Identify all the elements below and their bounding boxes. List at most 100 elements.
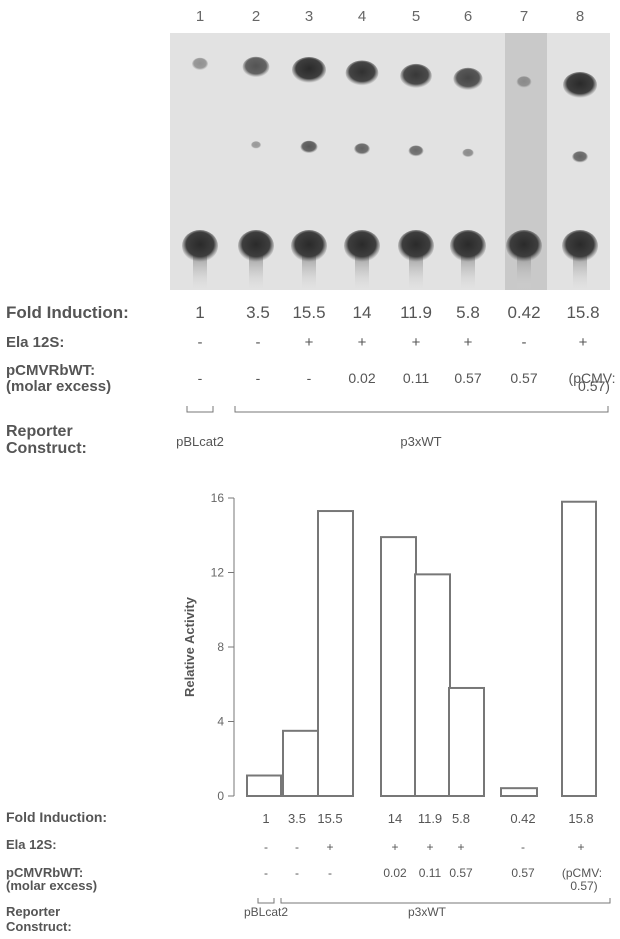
lower-pcmv-value: 0.57 xyxy=(511,866,535,880)
lower-pcmv-value: (pCMV: xyxy=(562,866,602,880)
tlc-spot-product-mid xyxy=(250,141,262,149)
lower-reporter-p3xwt: p3xWT xyxy=(408,905,447,919)
tlc-spot-product-top xyxy=(516,76,532,88)
upper-pcmv-value: - xyxy=(256,370,261,386)
y-tick-label: 0 xyxy=(217,789,224,803)
bars xyxy=(246,500,597,798)
lower-pcmv-extra: 0.57) xyxy=(570,879,597,893)
lower-pcmv-values: - - - 0.02 0.11 0.57 0.57 (pCMV: xyxy=(264,866,602,880)
tlc-spot-product-mid xyxy=(408,145,424,157)
lower-pcmv-value: - xyxy=(264,866,268,880)
upper-pcmv-extra: 0.57) xyxy=(578,378,610,394)
lower-fold-value: 0.42 xyxy=(510,811,535,826)
tlc-spot-product-top xyxy=(453,67,483,91)
bar-lane-4 xyxy=(380,536,417,797)
lower-ela-value: + xyxy=(457,840,464,854)
lower-fold-value: 3.5 xyxy=(288,811,306,826)
tlc-spot-origin xyxy=(506,230,542,262)
bar-lane-5 xyxy=(414,573,451,797)
bar-chart: 0 4 8 12 16 Relative Activity xyxy=(182,491,597,803)
lower-reporter-label-line2: Construct: xyxy=(6,919,72,934)
lower-ela-value: - xyxy=(264,840,268,854)
tlc-spot-product-top xyxy=(345,60,379,86)
upper-fold-value: 1 xyxy=(195,303,204,322)
upper-reporter-pblcat2: pBLcat2 xyxy=(176,434,224,449)
lower-pcmv-value: 0.57 xyxy=(449,866,473,880)
y-tick-label: 4 xyxy=(217,715,224,729)
tlc-spot-origin xyxy=(562,230,598,262)
tlc-spot-origin xyxy=(291,230,327,262)
y-tick-label: 8 xyxy=(217,640,224,654)
upper-ela-value: - xyxy=(522,334,527,351)
upper-ela-value: + xyxy=(464,334,473,351)
upper-fold-value: 0.42 xyxy=(507,303,540,322)
y-tick-label: 12 xyxy=(211,566,225,580)
upper-fold-value: 11.9 xyxy=(400,303,432,322)
upper-fold-value: 15.5 xyxy=(292,303,325,322)
upper-table: Fold Induction: Ela 12S: pCMVRbWT: (mola… xyxy=(6,303,615,457)
upper-pcmv-value: - xyxy=(307,370,312,386)
upper-ela-value: + xyxy=(579,334,588,351)
tlc-spot-product-top xyxy=(563,72,597,98)
upper-pcmv-value: 0.11 xyxy=(403,370,429,386)
lower-ela-value: - xyxy=(521,840,525,854)
tlc-spots xyxy=(182,56,598,290)
upper-pcmv-values: - - - 0.02 0.11 0.57 0.57 (pCMV: xyxy=(198,370,616,386)
upper-ela-value: + xyxy=(305,334,314,351)
lower-bracket-p3xwt xyxy=(280,898,611,904)
upper-ela-value: - xyxy=(198,334,203,351)
upper-fold-values: 1 3.5 15.5 14 11.9 5.8 0.42 15.8 xyxy=(195,303,599,322)
tlc-plate xyxy=(170,33,610,290)
tlc-spot-origin xyxy=(238,230,274,262)
upper-fold-value: 5.8 xyxy=(456,303,480,322)
reporter-label-line2: Construct: xyxy=(6,440,87,457)
y-tick-label: 16 xyxy=(211,491,225,505)
upper-ela-value: + xyxy=(412,334,421,351)
lower-fold-value: 15.8 xyxy=(568,811,593,826)
tlc-spot-product-top xyxy=(192,57,208,71)
lower-reporter-pblcat2: pBLcat2 xyxy=(244,905,288,919)
tlc-spot-origin xyxy=(344,230,380,262)
upper-bracket-p3xwt xyxy=(234,406,609,413)
lower-ela-value: - xyxy=(295,840,299,854)
tlc-spot-product-top xyxy=(400,63,432,89)
lane-number: 4 xyxy=(358,8,366,25)
upper-pcmv-value: 0.57 xyxy=(454,370,481,386)
lower-table: Fold Induction: Ela 12S: pCMVRbWT: (mola… xyxy=(6,809,611,934)
lower-ela-values: - - + + + + - + xyxy=(264,840,585,854)
lower-ela-value: + xyxy=(577,840,584,854)
lower-fold-value: 11.9 xyxy=(418,811,442,826)
lane-number: 1 xyxy=(196,8,204,25)
upper-fold-value: 15.8 xyxy=(566,303,599,322)
lane-number: 6 xyxy=(464,8,472,25)
upper-ela-values: - - + + + + - + xyxy=(198,334,588,351)
lower-fold-value: 5.8 xyxy=(452,811,470,826)
lower-pcmv-label-line2: (molar excess) xyxy=(6,878,97,893)
pcmv-label-line1: pCMVRbWT: xyxy=(6,362,95,379)
tlc-spot-origin xyxy=(182,230,218,262)
reporter-label-line1: Reporter xyxy=(6,423,73,440)
lane-number: 7 xyxy=(520,8,528,25)
lower-ela-label: Ela 12S: xyxy=(6,837,57,852)
upper-bracket-pblcat2 xyxy=(186,406,214,413)
lane-numbers: 1 2 3 4 5 6 7 8 xyxy=(196,8,584,25)
bar-lane-3 xyxy=(317,510,354,797)
lower-bracket-pblcat2 xyxy=(257,898,275,904)
lane-number: 8 xyxy=(576,8,584,25)
tlc-spot-origin xyxy=(398,230,434,262)
bar-lane-1 xyxy=(246,774,282,798)
lower-fold-values: 1 3.5 15.5 14 11.9 5.8 0.42 15.8 xyxy=(262,811,593,826)
bar-lane-6 xyxy=(448,686,485,797)
lower-reporter-label-line1: Reporter xyxy=(6,904,60,919)
lower-pcmv-value: - xyxy=(328,866,332,880)
upper-ela-value: - xyxy=(256,334,261,351)
tlc-spot-product-mid xyxy=(572,151,588,163)
tlc-spot-origin xyxy=(450,230,486,262)
upper-pcmv-value: 0.02 xyxy=(348,370,375,386)
tlc-spot-product-top xyxy=(242,56,270,78)
bar-lane-8 xyxy=(561,500,597,797)
lower-pcmv-value: - xyxy=(295,866,299,880)
fold-induction-label: Fold Induction: xyxy=(6,303,129,322)
upper-ela-value: + xyxy=(358,334,367,351)
bar-lane-7 xyxy=(500,787,538,797)
